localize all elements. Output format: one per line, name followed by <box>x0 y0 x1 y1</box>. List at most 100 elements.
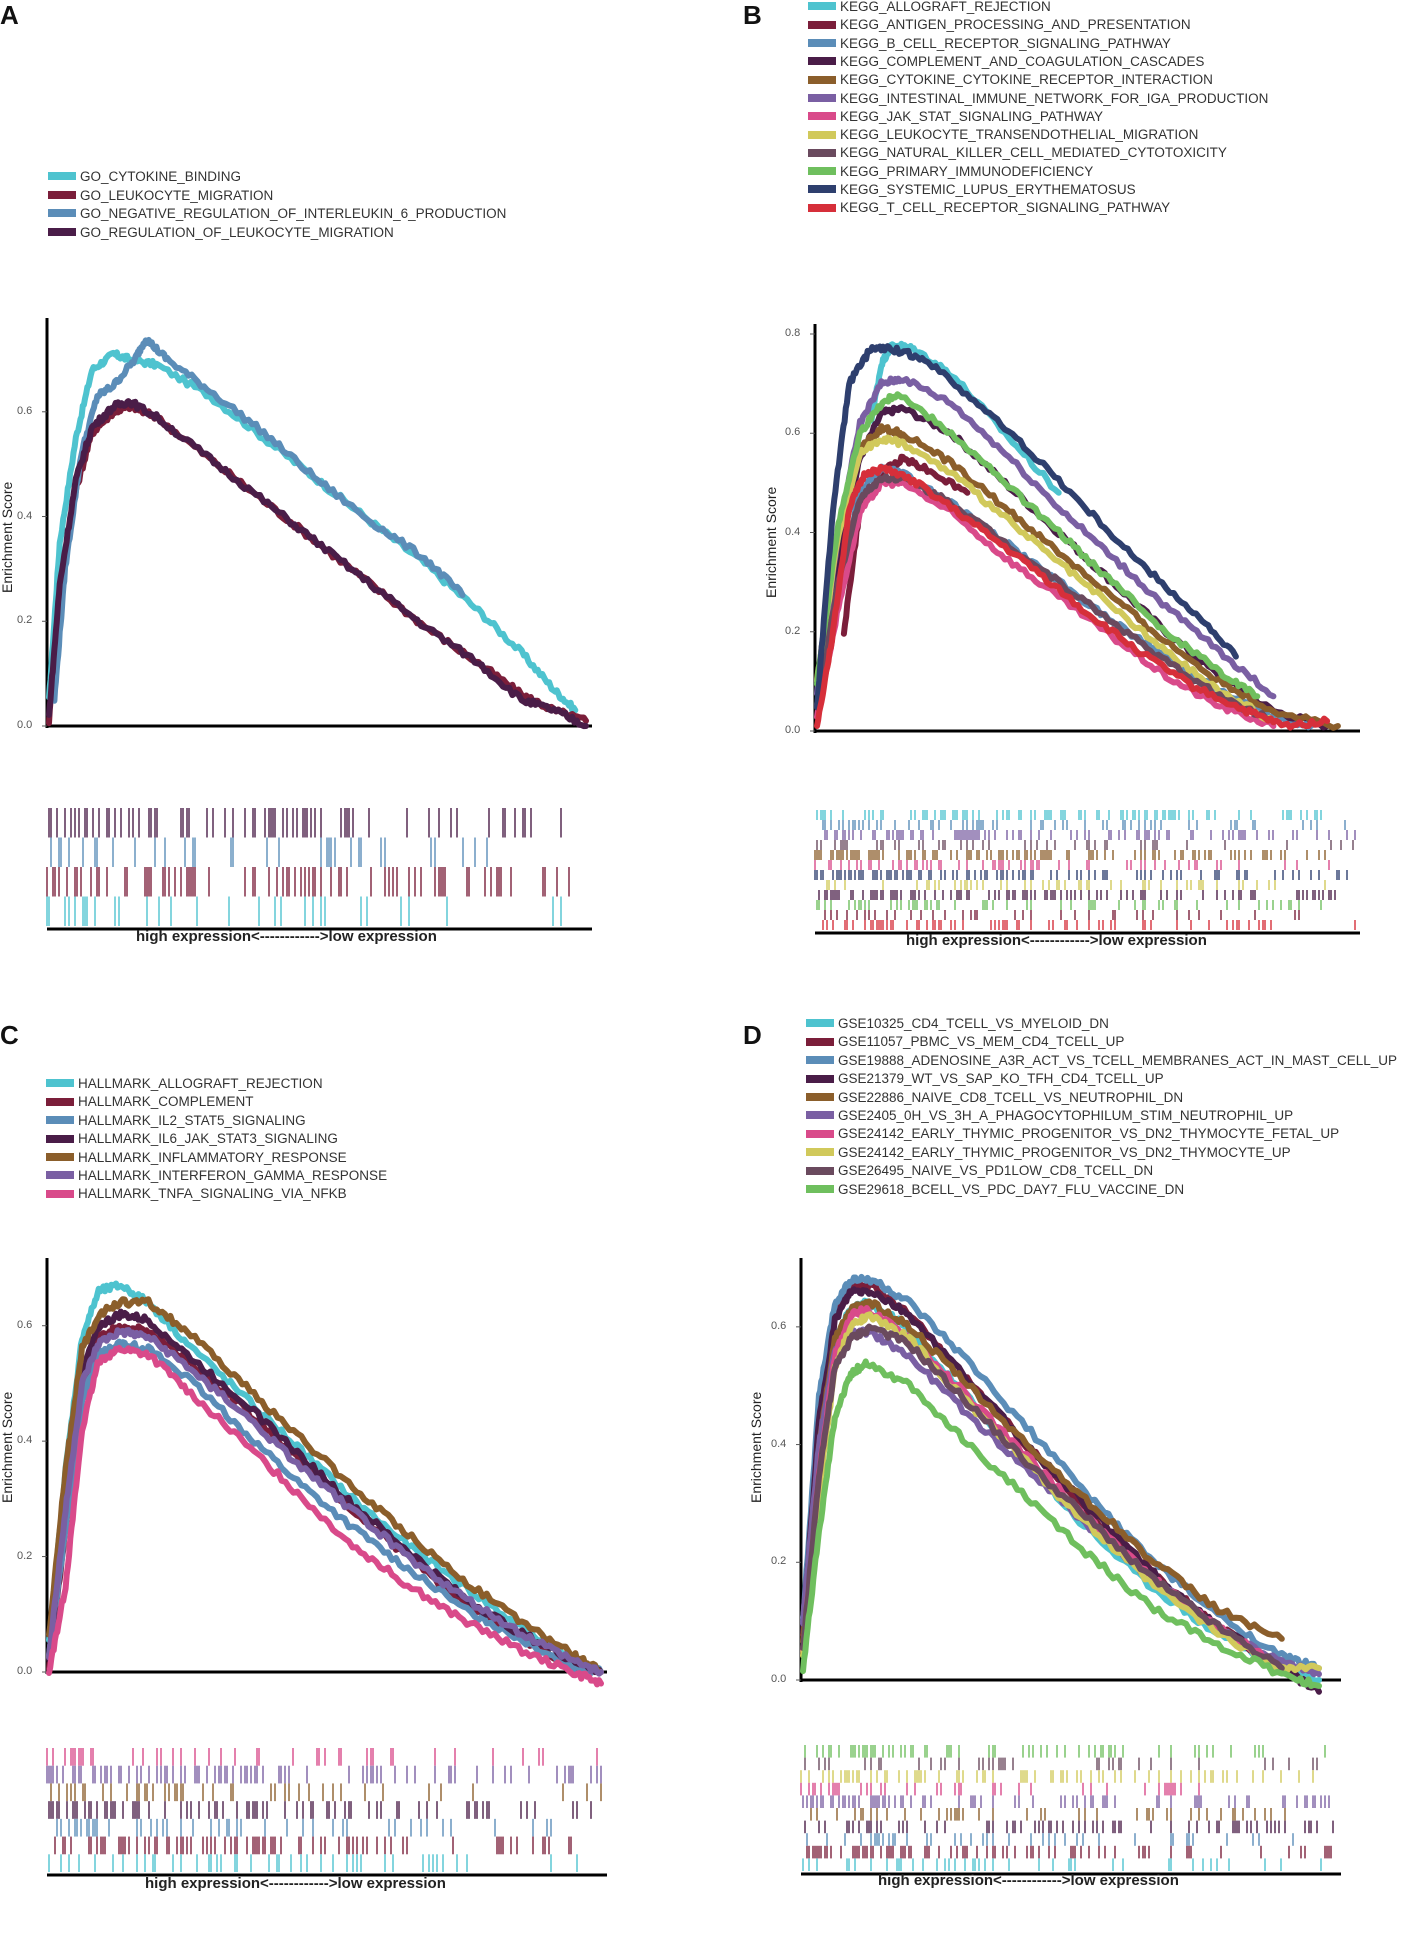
legend-entry: GO_LEUKOCYTE_MIGRATION <box>48 187 273 205</box>
series-line <box>46 1327 604 1677</box>
rank-row <box>810 1808 1286 1821</box>
legend-label: GSE29618_BCELL_VS_PDC_DAY7_FLU_VACCINE_D… <box>838 1181 1185 1197</box>
legend: GSE10325_CD4_TCELL_VS_MYELOID_DN GSE11057… <box>806 1015 1418 1225</box>
y-tick-label: 0.6 <box>17 1318 33 1331</box>
legend-swatch <box>806 1148 834 1157</box>
legend-swatch <box>46 1171 74 1180</box>
legend-swatch <box>806 1056 834 1065</box>
rank-row <box>826 880 1326 890</box>
legend-entry: KEGG_INTESTINAL_IMMUNE_NETWORK_FOR_IGA_P… <box>808 90 1268 108</box>
y-axis-label: Enrichment Score <box>748 1391 764 1503</box>
legend-swatch <box>808 93 836 102</box>
rank-row <box>816 900 1322 910</box>
legend-entry: GSE22886_NAIVE_CD8_TCELL_VS_NEUTROPHIL_D… <box>806 1089 1183 1107</box>
rank-row <box>822 920 1356 930</box>
rank-row <box>48 808 562 838</box>
series-line <box>46 1296 604 1675</box>
legend-label: HALLMARK_INTERFERON_GAMMA_RESPONSE <box>78 1168 388 1183</box>
legend-swatch <box>808 39 836 48</box>
legend-swatch <box>808 130 836 139</box>
rank-row <box>806 1833 1294 1846</box>
rank-row <box>806 1845 1332 1859</box>
legend-entry: KEGG_JAK_STAT_SIGNALING_PATHWAY <box>808 108 1103 126</box>
series-line <box>814 477 1277 729</box>
legend-label: HALLMARK_COMPLEMENT <box>78 1094 254 1110</box>
legend-entry: KEGG_CYTOKINE_CYTOKINE_RECEPTOR_INTERACT… <box>808 71 1213 89</box>
legend-entry: KEGG_B_CELL_RECEPTOR_SIGNALING_PATHWAY <box>808 35 1171 53</box>
panel-c: C HALLMARK_ALLOGRAFT_REJECTION HALLMARK_C… <box>0 1020 700 1960</box>
y-tick-label: 0.2 <box>785 624 801 637</box>
rank-row <box>822 820 1346 830</box>
series-line <box>814 463 1331 731</box>
y-tick-label: 0.2 <box>17 614 33 627</box>
rank-row <box>46 1765 602 1784</box>
rank-row <box>818 890 1336 900</box>
legend-entry: GSE26495_NAIVE_VS_PD1LOW_CD8_TCELL_DN <box>806 1162 1153 1180</box>
legend-swatch <box>48 190 76 199</box>
legend-swatch <box>46 1134 74 1143</box>
legend-label: GSE21379_WT_VS_SAP_KO_TFH_CD4_TCELL_UP <box>838 1071 1164 1087</box>
legend-entry: KEGG_COMPLEMENT_AND_COAGULATION_CASCADES <box>808 53 1204 71</box>
series-line <box>46 1338 604 1677</box>
legend-swatch <box>48 209 76 218</box>
legend-label: KEGG_COMPLEMENT_AND_COAGULATION_CASCADES <box>840 53 1205 69</box>
legend-entry: GSE24142_EARLY_THYMIC_PROGENITOR_VS_DN2_… <box>806 1125 1339 1143</box>
legend-entry: KEGG_ALLOGRAFT_REJECTION <box>808 0 1051 16</box>
rank-row <box>804 1745 1326 1758</box>
legend-entry: HALLMARK_COMPLEMENT <box>46 1093 254 1111</box>
series-line <box>800 1323 1285 1672</box>
legend-entry: HALLMARK_INTERFERON_GAMMA_RESPONSE <box>46 1167 387 1185</box>
legend-label: GSE26495_NAIVE_VS_PD1LOW_CD8_TCELL_DN <box>838 1163 1154 1179</box>
y-tick-label: 0.4 <box>17 509 33 522</box>
legend-label: KEGG_NATURAL_KILLER_CELL_MEDIATED_CYTOTO… <box>840 145 1227 161</box>
rank-row <box>814 850 1326 860</box>
es-plot <box>796 1258 1341 1695</box>
panel-b: B KEGG_ALLOGRAFT_REJECTION KEGG_ANTIGEN_P… <box>718 0 1418 949</box>
legend-entry: KEGG_T_CELL_RECEPTOR_SIGNALING_PATHWAY <box>808 199 1170 217</box>
series-line <box>46 398 589 730</box>
legend-entry: GO_CYTOKINE_BINDING <box>48 168 241 186</box>
legend-entry: HALLMARK_IL6_JAK_STAT3_SIGNALING <box>46 1130 338 1148</box>
x-axis-label: high expression<------------>low express… <box>906 932 1207 949</box>
y-tick-label: 0.6 <box>785 426 801 439</box>
legend-swatch <box>808 20 836 29</box>
legend-label: GO_NEGATIVE_REGULATION_OF_INTERLEUKIN_6_… <box>80 206 507 221</box>
legend-label: KEGG_SYSTEMIC_LUPUS_ERYTHEMATOSUS <box>840 182 1136 197</box>
legend-entry: KEGG_ANTIGEN_PROCESSING_AND_PRESENTATION <box>808 16 1191 34</box>
rank-row <box>816 840 1354 850</box>
legend: KEGG_ALLOGRAFT_REJECTION KEGG_ANTIGEN_PRO… <box>808 0 1408 258</box>
legend-swatch <box>806 1111 834 1120</box>
legend-swatch <box>808 2 836 11</box>
es-plot <box>810 324 1360 733</box>
y-tick-label: 0.6 <box>17 404 33 417</box>
panel-d: D GSE10325_CD4_TCELL_VS_MYELOID_DN GSE110… <box>718 1016 1418 1960</box>
rank-row <box>802 1858 1322 1871</box>
legend-swatch <box>48 227 76 236</box>
legend-label: HALLMARK_IL6_JAK_STAT3_SIGNALING <box>78 1131 338 1147</box>
y-tick-label: 0.6 <box>771 1319 787 1332</box>
y-tick-label: 0.8 <box>785 327 801 339</box>
legend-entry: KEGG_SYSTEMIC_LUPUS_ERYTHEMATOSUS <box>808 181 1136 199</box>
legend-entry: GSE24142_EARLY_THYMIC_PROGENITOR_VS_DN2_… <box>806 1144 1291 1162</box>
rank-row <box>54 1836 572 1855</box>
rank-row <box>824 830 1356 840</box>
rank-barcode <box>814 810 1360 935</box>
legend-entry: KEGG_NATURAL_KILLER_CELL_MEDIATED_CYTOTO… <box>808 144 1227 162</box>
y-tick-label: 0.2 <box>771 1555 787 1568</box>
series-line <box>814 434 1277 725</box>
legend-label: KEGG_ANTIGEN_PROCESSING_AND_PRESENTATION <box>840 17 1191 33</box>
legend-swatch <box>806 1129 834 1138</box>
legend-label: KEGG_INTESTINAL_IMMUNE_NETWORK_FOR_IGA_P… <box>840 90 1269 106</box>
legend-swatch <box>806 1093 834 1102</box>
legend-label: GSE2405_0H_VS_3H_A_PHAGOCYTOPHILUM_STIM_… <box>838 1108 1294 1123</box>
legend-label: KEGG_LEUKOCYTE_TRANSENDOTHELIAL_MIGRATIO… <box>840 127 1199 143</box>
legend-swatch <box>806 1074 834 1083</box>
legend-entry: GSE11057_PBMC_VS_MEM_CD4_TCELL_UP <box>806 1033 1124 1051</box>
rank-row <box>56 1818 552 1837</box>
legend: HALLMARK_ALLOGRAFT_REJECTION HALLMARK_COM… <box>46 1075 646 1225</box>
legend-label: GO_REGULATION_OF_LEUKOCYTE_MIGRATION <box>80 224 394 240</box>
rank-row <box>814 870 1348 880</box>
y-axis-label: Enrichment Score <box>0 481 15 593</box>
legend-entry: HALLMARK_TNFA_SIGNALING_VIA_NFKB <box>46 1185 347 1203</box>
y-tick-label: 0.4 <box>17 1434 33 1447</box>
